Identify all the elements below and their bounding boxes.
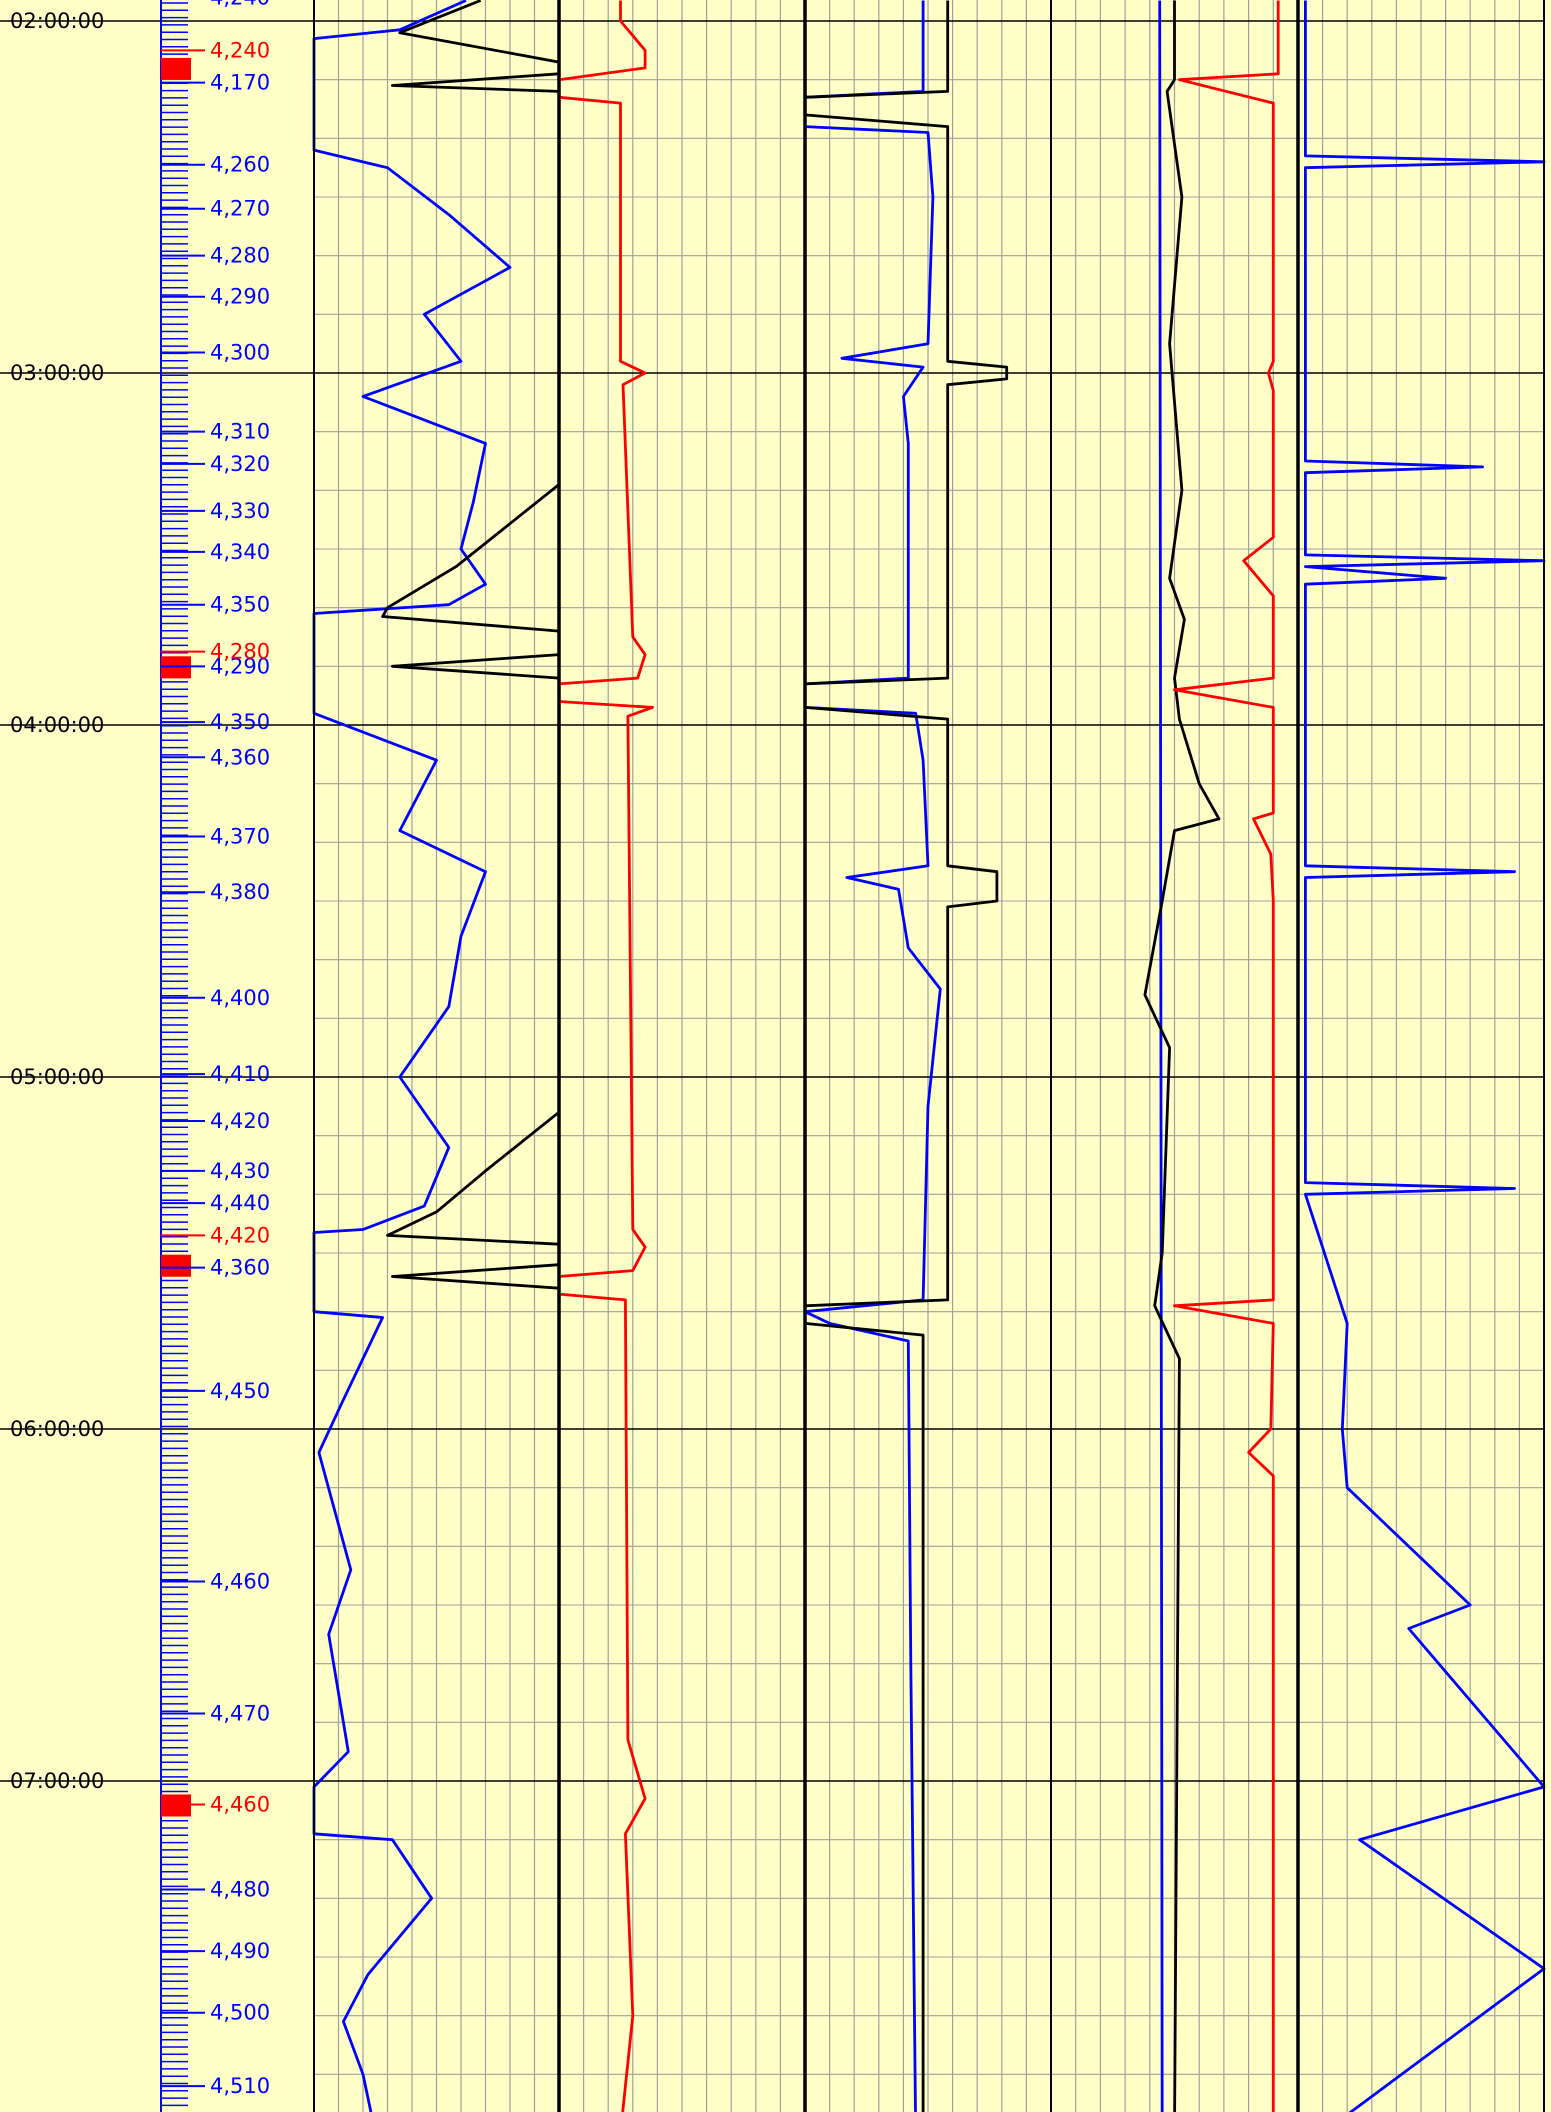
- time-label: 04:00:00: [10, 713, 104, 737]
- depth-label-blue: 4,320: [210, 452, 270, 476]
- depth-label-blue: 4,260: [210, 153, 270, 177]
- depth-label-blue: 4,350: [210, 593, 270, 617]
- depth-label-blue: 4,360: [210, 745, 270, 769]
- curve-track-4: [1158, 0, 1164, 2112]
- depth-label-blue: 4,380: [210, 880, 270, 904]
- depth-label-blue: 4,450: [210, 1379, 270, 1403]
- curve-track-5: [1304, 0, 1546, 2112]
- time-label: 07:00:00: [10, 1769, 104, 1793]
- depth-label-blue: 4,410: [210, 1062, 270, 1086]
- depth-label-blue: 4,510: [210, 2074, 270, 2098]
- depth-label-blue: 4,430: [210, 1159, 270, 1183]
- curve-track-4: [1143, 0, 1221, 2112]
- time-label: 03:00:00: [10, 361, 104, 385]
- depth-label-blue: 4,270: [210, 197, 270, 221]
- depth-label-blue: 4,280: [210, 244, 270, 268]
- depth-time-axis: 02:00:00 03:00:00 04:00:00 05:00:00 06:00:00…: [10, 0, 270, 2112]
- depth-label-blue: 4,290: [210, 654, 270, 678]
- depth-label-blue: 4,400: [210, 986, 270, 1010]
- time-label: 06:00:00: [10, 1417, 104, 1441]
- depth-label-blue: 4,360: [210, 1256, 270, 1280]
- depth-label-blue: 4,170: [210, 71, 270, 95]
- depth-label-blue: 4,240: [210, 0, 270, 10]
- depth-label-red: 4,460: [210, 1792, 270, 1816]
- depth-label-blue: 4,310: [210, 420, 270, 444]
- connection-marker: [161, 1254, 191, 1277]
- depth-label-blue: 4,440: [210, 1191, 270, 1215]
- depth-label-red: 4,280: [210, 640, 270, 664]
- depth-label-blue: 4,370: [210, 824, 270, 848]
- time-label: 02:00:00: [10, 9, 104, 33]
- depth-label-blue: 4,460: [210, 1570, 270, 1594]
- curve-track-4: [1173, 0, 1280, 2112]
- depth-label-blue: 4,350: [210, 710, 270, 734]
- connection-marker: [161, 57, 191, 80]
- depth-label-blue: 4,480: [210, 1878, 270, 1902]
- depth-label-red: 4,420: [210, 1223, 270, 1247]
- depth-label-red: 4,240: [210, 38, 270, 62]
- depth-label-blue: 4,290: [210, 285, 270, 309]
- time-label: 05:00:00: [10, 1065, 104, 1089]
- depth-label-blue: 4,470: [210, 1702, 270, 1726]
- depth-label-blue: 4,420: [210, 1109, 270, 1133]
- depth-label-blue: 4,300: [210, 340, 270, 364]
- track-borders: [313, 0, 1545, 2112]
- depth-label-blue: 4,340: [210, 540, 270, 564]
- depth-label-blue: 4,330: [210, 499, 270, 523]
- depth-label-blue: 4,490: [210, 1939, 270, 1963]
- depth-label-blue: 4,500: [210, 2001, 270, 2025]
